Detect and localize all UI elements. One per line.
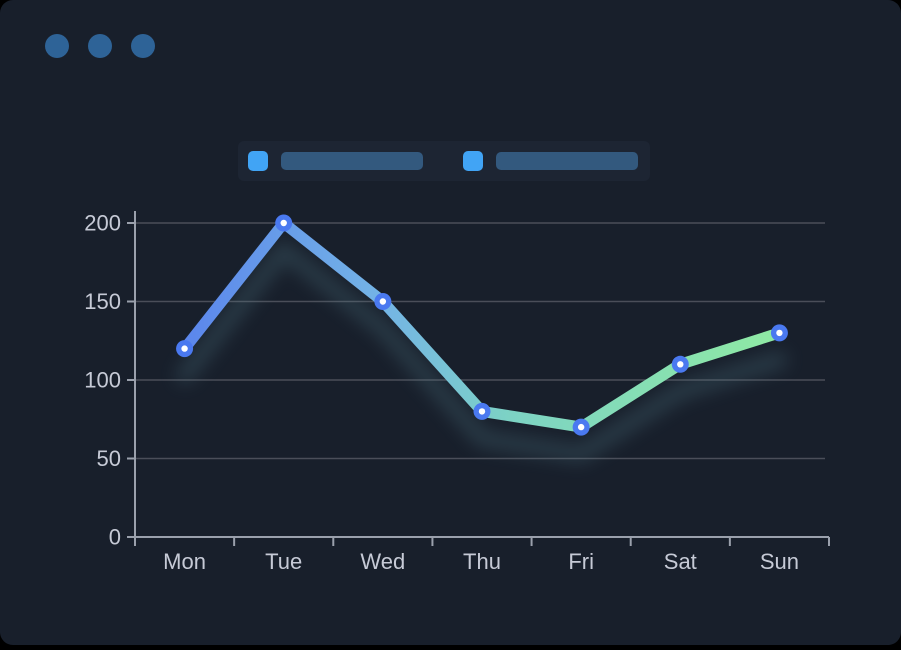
y-tick-label: 50	[97, 446, 121, 471]
y-tick-label: 100	[84, 368, 121, 393]
y-tick-label: 200	[84, 211, 121, 236]
x-tick-label: Tue	[265, 549, 302, 574]
line-glow	[176, 242, 788, 463]
chart-legend	[238, 141, 650, 181]
data-point[interactable]	[770, 324, 788, 342]
data-point[interactable]	[572, 418, 590, 436]
x-tick-label: Sat	[664, 549, 697, 574]
y-tick-label: 0	[109, 525, 121, 550]
legend-swatch-icon	[248, 151, 268, 171]
data-point[interactable]	[671, 355, 689, 373]
x-tick-label: Mon	[163, 549, 206, 574]
x-tick-label: Fri	[568, 549, 594, 574]
legend-item-series-2[interactable]	[463, 151, 638, 171]
x-tick-label: Wed	[360, 549, 405, 574]
data-point[interactable]	[176, 340, 194, 358]
data-point[interactable]	[473, 402, 491, 420]
legend-label-placeholder	[281, 152, 423, 170]
y-tick-label: 150	[84, 289, 121, 314]
legend-swatch-icon	[463, 151, 483, 171]
data-point[interactable]	[275, 214, 293, 232]
legend-label-placeholder	[496, 152, 638, 170]
window-control-dot[interactable]	[45, 34, 69, 58]
legend-item-series-1[interactable]	[248, 151, 423, 171]
x-tick-label: Sun	[760, 549, 799, 574]
x-tick-label: Thu	[463, 549, 501, 574]
window-controls	[45, 34, 155, 58]
window-control-dot[interactable]	[131, 34, 155, 58]
data-point[interactable]	[374, 293, 392, 310]
window-control-dot[interactable]	[88, 34, 112, 58]
